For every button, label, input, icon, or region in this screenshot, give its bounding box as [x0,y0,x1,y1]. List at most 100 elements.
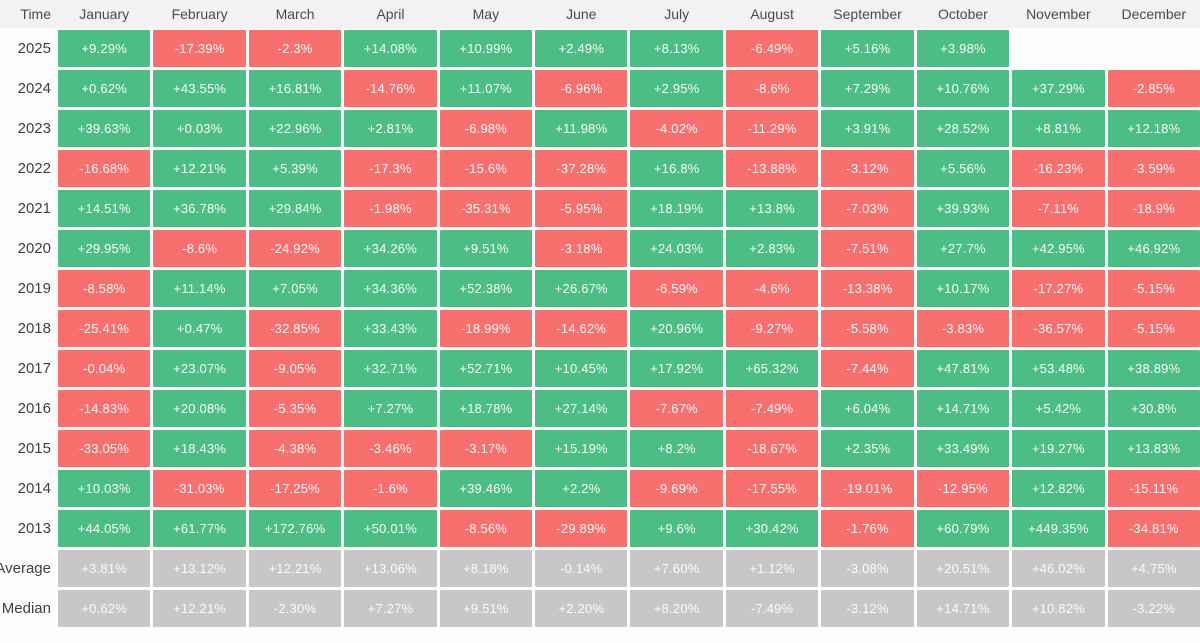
cell-2020-june: -3.18% [535,230,628,267]
cell-2015-december: +13.83% [1107,430,1200,467]
cell-2016-december: +30.8% [1107,390,1200,427]
cell-2019-november: -17.27% [1012,270,1105,307]
cell-median-november: +10.82% [1012,590,1105,627]
cell-2013-october: +60.79% [916,510,1010,547]
cell-median-july: +8.20% [630,590,723,627]
cell-2018-july: +20.96% [630,310,723,347]
cell-2019-february: +11.14% [153,270,246,307]
cell-2014-may: +39.46% [439,470,533,507]
cell-2016-october: +14.71% [916,390,1010,427]
cell-2024-february: +43.55% [153,70,246,107]
month-header-november: November [1026,6,1091,22]
cell-2014-march: -17.25% [248,470,342,507]
cell-median-march: -2.30% [248,590,342,627]
cell-average-june: -0.14% [535,550,628,587]
cell-2023-november: +8.81% [1012,110,1105,147]
row-label-2017: 2017 [17,360,51,377]
cell-2016-march: -5.35% [248,390,342,427]
cell-2014-april: -1.6% [344,470,437,507]
cell-2023-october: +28.52% [916,110,1010,147]
row-label-2024: 2024 [17,80,51,97]
cell-2019-september: -13.38% [821,270,914,307]
cell-2022-june: -37.28% [535,150,628,187]
cell-2020-may: +9.51% [439,230,533,267]
cell-2023-august: -11.29% [725,110,819,147]
cell-2014-november: +12.82% [1012,470,1105,507]
cell-median-october: +14.71% [916,590,1010,627]
cell-2021-march: +29.84% [248,190,342,227]
cell-2015-august: -18.67% [725,430,819,467]
cell-2025-march: -2.3% [248,30,342,67]
cell-2013-june: -29.89% [535,510,628,547]
month-header-may: May [472,6,500,22]
cell-2024-november: +37.29% [1012,70,1105,107]
cell-2016-april: +7.27% [344,390,437,427]
cell-2022-may: -15.6% [439,150,533,187]
cell-average-february: +13.12% [153,550,246,587]
row-label-2025: 2025 [17,40,51,57]
cell-2018-february: +0.47% [153,310,246,347]
cell-2023-january: +39.63% [58,110,151,147]
cell-2018-september: -5.58% [821,310,914,347]
month-header-april: April [376,6,405,22]
cell-2022-november: -16.23% [1012,150,1105,187]
cell-2021-august: +13.8% [725,190,819,227]
cell-average-october: +20.51% [916,550,1010,587]
cell-average-july: +7.60% [630,550,723,587]
cell-2025-june: +2.49% [535,30,628,67]
cell-2025-july: +8.13% [630,30,723,67]
cell-2024-march: +16.81% [248,70,342,107]
cell-2019-july: -6.59% [630,270,723,307]
cell-2020-april: +34.26% [344,230,437,267]
cell-2022-february: +12.21% [153,150,246,187]
cell-2020-december: +46.92% [1107,230,1200,267]
cell-2024-april: -14.76% [344,70,437,107]
cell-2018-october: -3.83% [916,310,1010,347]
cell-2013-december: -34.81% [1107,510,1200,547]
cell-2020-november: +42.95% [1012,230,1105,267]
cell-2018-june: -14.62% [535,310,628,347]
cell-2023-february: +0.03% [153,110,246,147]
cell-2025-august: -6.49% [725,30,819,67]
cell-2021-january: +14.51% [58,190,151,227]
cell-2014-december: -15.11% [1107,470,1200,507]
cell-2017-september: -7.44% [821,350,914,387]
cell-2016-june: +27.14% [535,390,628,427]
cell-2015-june: +15.19% [535,430,628,467]
cell-2022-august: -13.88% [725,150,819,187]
cell-2024-december: -2.85% [1107,70,1200,107]
cell-2016-may: +18.78% [439,390,533,427]
cell-2015-april: -3.46% [344,430,437,467]
cell-2018-may: -18.99% [439,310,533,347]
cell-2024-may: +11.07% [439,70,533,107]
cell-2013-march: +172.76% [248,510,342,547]
cell-2025-october: +3.98% [916,30,1010,67]
row-label-2018: 2018 [17,320,51,337]
cell-2024-september: +7.29% [821,70,914,107]
cell-2015-may: -3.17% [439,430,533,467]
cell-2025-september: +5.16% [821,30,914,67]
cell-2019-may: +52.38% [439,270,533,307]
cell-2019-january: -8.58% [58,270,151,307]
cell-2015-february: +18.43% [153,430,246,467]
cell-2015-september: +2.35% [821,430,914,467]
row-label-2014: 2014 [17,480,51,497]
cell-2015-march: -4.38% [248,430,342,467]
row-label-2023: 2023 [17,120,51,137]
cell-2019-august: -4.6% [725,270,819,307]
cell-2019-december: -5.15% [1107,270,1200,307]
month-header-june: June [566,6,597,22]
cell-2014-june: +2.2% [535,470,628,507]
month-header-september: September [833,6,902,22]
cell-average-september: -3.08% [821,550,914,587]
row-label-2021: 2021 [17,200,51,217]
cell-2025-february: -17.39% [153,30,246,67]
row-label-2022: 2022 [17,160,51,177]
cell-2025-may: +10.99% [439,30,533,67]
cell-2013-april: +50.01% [344,510,437,547]
cell-2018-december: -5.15% [1107,310,1200,347]
cell-2013-january: +44.05% [58,510,151,547]
row-label-median: Median [1,600,51,617]
month-header-july: July [664,6,690,22]
cell-2013-august: +30.42% [725,510,819,547]
